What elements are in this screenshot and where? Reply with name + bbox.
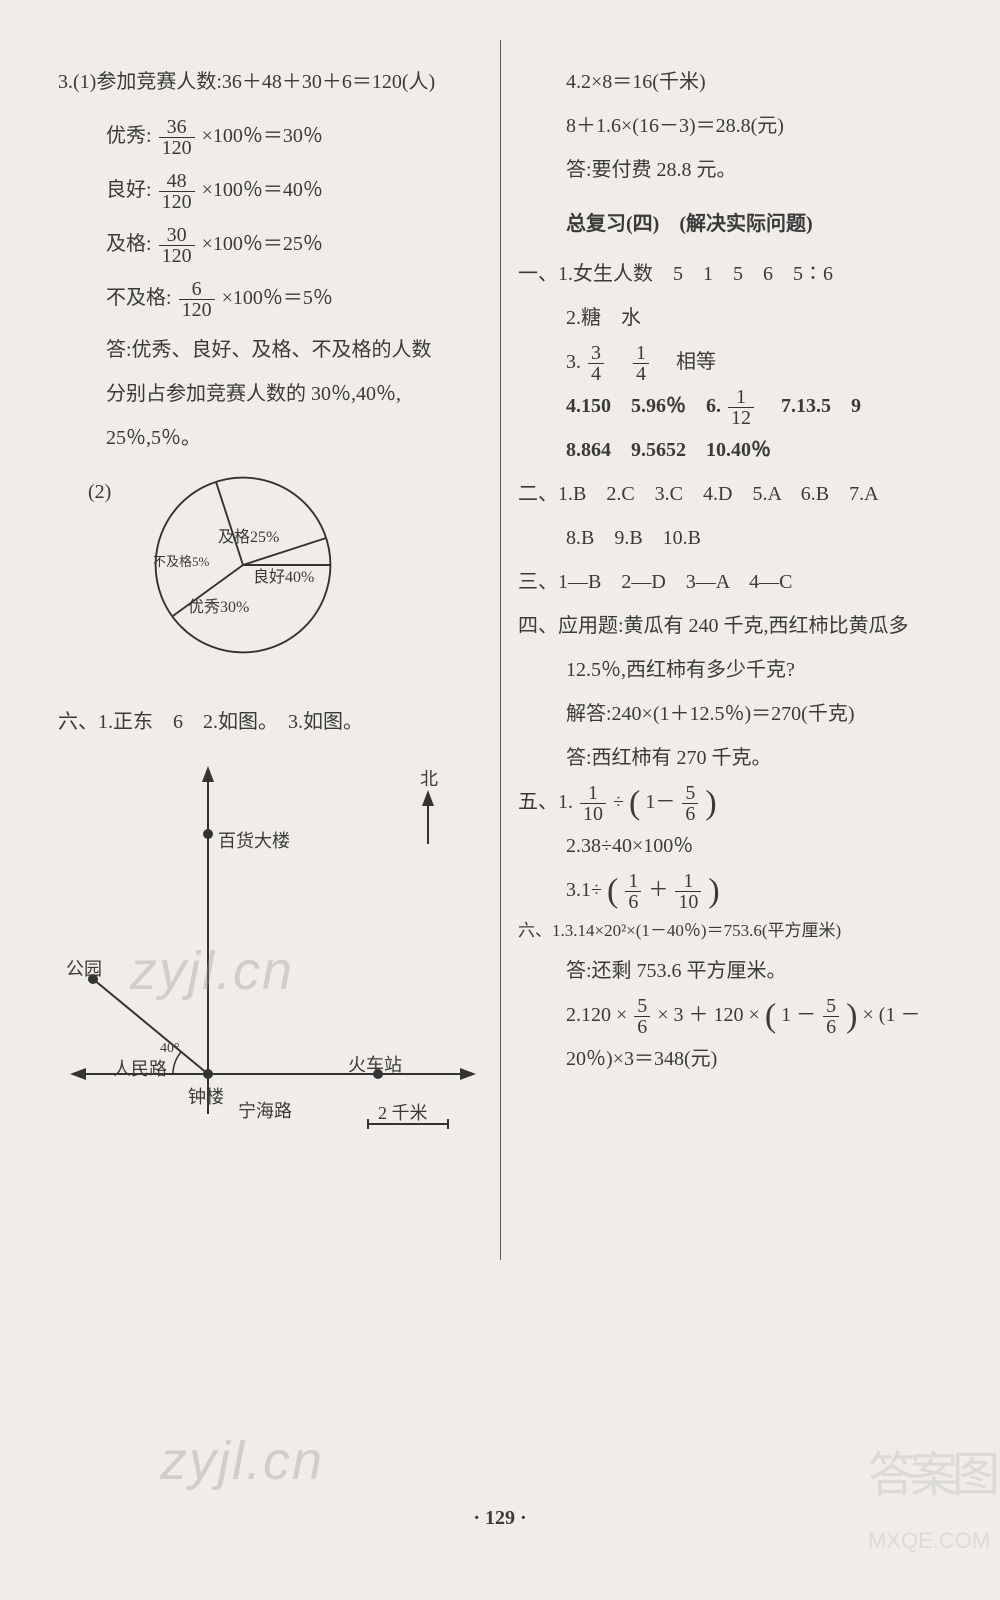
r-s2b: 8.B 9.B 10.B [518,516,942,560]
answer-line-2: 分别占参加竞赛人数的 30％,40％, [58,372,482,416]
r-s1-1: 一、1.女生人数 5 1 5 6 5∶6 [518,252,942,296]
map-scale: 2 千米 [378,1094,428,1134]
row-fail: 不及格: 6120 ×100％＝5％ [58,276,482,320]
tail-good: ×100％＝40％ [202,179,323,201]
r-s5-3-f1: 16 [625,871,641,912]
r-s1-4a: 4.150 5.96％ 6. [566,395,721,417]
label-pass: 及格: [106,233,152,255]
r-s1-3b: 相等 [656,351,716,373]
r-s5-1a: 五、1. [518,791,573,813]
left-column: 3.(1)参加竞赛人数:36＋48＋30＋6＝120(人) 优秀: 36120 … [40,40,500,1520]
r-s1-2: 2.糖 水 [518,296,942,340]
watermark-1: zyjl.cn [130,940,294,1002]
answer-line-1: 答:优秀、良好、及格、不及格的人数 [58,328,482,372]
answer-line-3: 25％,5％。 [58,416,482,460]
pie-block: (2) 及格25% 不及格5% 良好40% 优秀30% [58,470,482,670]
r-s6-1: 六、1.3.14×20²×(1－40％)＝753.6(平方厘米) [518,912,942,949]
row-pass: 及格: 30120 ×100％＝25％ [58,222,482,266]
corner-b: MXQE.COM [868,1528,990,1553]
r-s6-3-f2: 56 [823,996,839,1037]
six-header: 六、1.正东 6 2.如图。 3.如图。 [58,700,482,744]
map-gongyuan: 公园 [66,950,102,990]
lparen2-icon: ( [607,872,618,909]
r-s5-1-pre: 1－ [645,791,675,813]
map-ninghai: 宁海路 [238,1092,292,1132]
tail-fail: ×100％＝5％ [222,287,333,309]
frac-good: 48120 [159,171,195,212]
r-s5-1-f2: 56 [682,783,698,824]
map-renmin: 人民路 [113,1050,167,1090]
r-s6-3a: 2.120 × [566,1004,627,1026]
r-s6-3b: × 3 ＋ 120 × [657,1004,760,1026]
frac-excellent: 36120 [159,117,195,158]
r-s5-2: 2.38÷40×100％ [518,824,942,868]
watermark-2: zyjl.cn [160,1430,324,1492]
r-l2: 8＋1.6×(16－3)＝28.8(元) [518,104,942,148]
tail-pass: ×100％＝25％ [202,233,323,255]
r-s5-3: 3.1÷ ( 16 ＋ 110 ) [518,868,942,912]
r-title: 总复习(四) (解决实际问题) [518,202,942,246]
r-s4-4: 答:西红柿有 270 千克。 [518,736,942,780]
rparen2-icon: ) [708,872,719,909]
page-number: · 129 · [0,1507,1000,1530]
r-s2: 二、1.B 2.C 3.C 4.D 5.A 6.B 7.A [518,472,942,516]
r-s6-3pre: 1 － [781,1004,816,1026]
r-s5-1-f1: 110 [580,783,606,824]
pie-label-good: 良好40% [253,560,314,595]
r-s6-4: 20％)×3＝348(元) [518,1037,942,1081]
row-good: 良好: 48120 ×100％＝40％ [58,168,482,212]
r-l3: 答:要付费 28.8 元。 [518,148,942,192]
right-column: 4.2×8＝16(千米) 8＋1.6×(16－3)＝28.8(元) 答:要付费 … [500,40,960,1520]
label-excellent: 优秀: [106,125,152,147]
rparen3-icon: ) [846,998,857,1035]
r-s5-1-mid: ÷ [613,791,624,813]
r-s1-3: 3. 34 14 相等 [518,340,942,384]
r-s6-3-f1: 56 [634,996,650,1037]
r-s3: 三、1—B 2—D 3—A 4—C [518,560,942,604]
sub2-label: (2) [88,470,111,514]
label-fail: 不及格: [106,287,172,309]
r-l1: 4.2×8＝16(千米) [518,60,942,104]
rparen-icon: ) [705,784,716,821]
r-s4-3: 解答:240×(1＋12.5％)＝270(千克) [518,692,942,736]
lparen3-icon: ( [765,998,776,1035]
map-zhonglou: 钟楼 [188,1078,224,1118]
r-s1-4b: 7.13.5 9 [761,395,861,417]
lparen-icon: ( [629,784,640,821]
r-s4-2: 12.5％,西红柿有多少千克? [518,648,942,692]
map-north: 北 [420,760,438,800]
label-good: 良好: [106,179,152,201]
row-excellent: 优秀: 36120 ×100％＝30％ [58,114,482,158]
pie-label-pass: 及格25% [218,520,279,555]
r-s1-3-f1: 34 [588,343,604,384]
frac-fail: 6120 [179,279,215,320]
map-baihuo: 百货大楼 [218,822,290,862]
q3-header: 3.(1)参加竞赛人数:36＋48＋30＋6＝120(人) [58,60,482,104]
pie-label-excellent: 优秀30% [188,590,249,625]
r-s4-1: 四、应用题:黄瓜有 240 千克,西红柿比黄瓜多 [518,604,942,648]
pie-label-fail: 不及格5% [153,548,209,577]
r-s6-3c: × (1 － [863,1004,921,1026]
r-s5-3-plus: ＋ [648,879,668,901]
tail-excellent: ×100％＝30％ [202,125,323,147]
corner-watermark: 答案图 MXQE.COM [868,1435,994,1560]
r-s5-1: 五、1. 110 ÷ ( 1－ 56 ) [518,780,942,824]
map-huochezhan: 火车站 [348,1046,402,1086]
r-s1-5: 8.864 9.5652 10.40％ [518,428,942,472]
r-s6-2: 答:还剩 753.6 平方厘米。 [518,949,942,993]
r-s1-3-f2: 14 [633,343,649,384]
r-s1-4: 4.150 5.96％ 6. 112 7.13.5 9 [518,384,942,428]
r-s1-3a: 3. [566,351,581,373]
corner-a: 答案图 [868,1449,994,1502]
r-s6-3: 2.120 × 56 × 3 ＋ 120 × ( 1 － 56 ) × (1 － [518,993,942,1037]
r-s5-3-f2: 110 [675,871,701,912]
frac-pass: 30120 [159,225,195,266]
column-divider [500,40,501,1260]
r-s1-4-f: 112 [728,387,754,428]
r-s5-3a: 3.1÷ [566,879,602,901]
